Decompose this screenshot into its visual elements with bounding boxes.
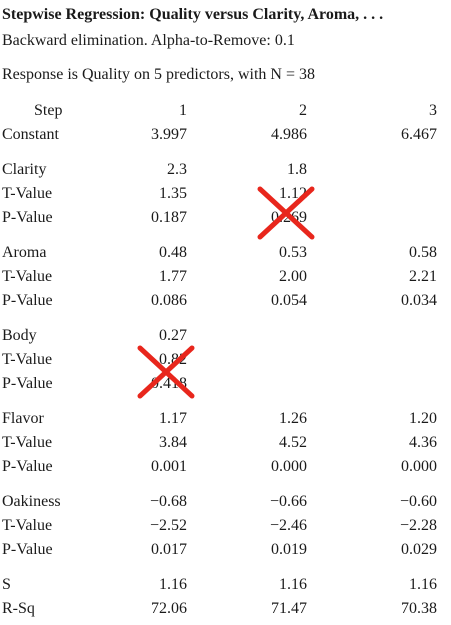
cell-step-2: −0.66 — [269, 493, 307, 510]
step-2-header: 2 — [299, 102, 307, 119]
row-label: T-Value — [2, 185, 53, 202]
cell-step-3: 0.029 — [401, 541, 437, 558]
table-row: T-Value 1.35 1.12 — [0, 185, 451, 207]
row-label: S — [2, 576, 11, 593]
cell-step-2: 0.054 — [271, 292, 307, 309]
cell-step-1: 72.06 — [151, 600, 187, 617]
step-label: Step — [34, 102, 63, 119]
table-row: Flavor 1.17 1.26 1.20 — [0, 410, 451, 432]
cell-step-2: −2.46 — [269, 517, 307, 534]
cell-step-2: 0.269 — [271, 209, 307, 226]
row-label: Body — [2, 327, 37, 344]
table-row: Oakiness −0.68 −0.66 −0.60 — [0, 493, 451, 515]
row-label: T-Value — [2, 351, 53, 368]
table-row: R-Sq 72.06 71.47 70.38 — [0, 600, 451, 622]
row-label: T-Value — [2, 517, 53, 534]
constant-step-1: 3.997 — [151, 126, 187, 143]
cell-step-1: 0.418 — [151, 375, 187, 392]
cell-step-2: 1.16 — [279, 576, 307, 593]
cell-step-2: 0.53 — [279, 244, 307, 261]
row-label: P-Value — [2, 209, 53, 226]
row-label: P-Value — [2, 375, 53, 392]
row-label: P-Value — [2, 292, 53, 309]
table-row: T-Value 1.77 2.00 2.21 — [0, 268, 451, 290]
page-title: Stepwise Regression: Quality versus Clar… — [2, 6, 384, 23]
constant-row: Constant 3.997 4.986 6.467 — [0, 126, 451, 148]
row-label: T-Value — [2, 434, 53, 451]
row-label: P-Value — [2, 458, 53, 475]
cell-step-2: 71.47 — [271, 600, 307, 617]
cell-step-3: 1.20 — [409, 410, 437, 427]
cell-step-3: 0.000 — [401, 458, 437, 475]
cell-step-1: 0.82 — [159, 351, 187, 368]
table-row: S 1.16 1.16 1.16 — [0, 576, 451, 598]
row-label: R-Sq — [2, 600, 35, 617]
cell-step-1: 0.001 — [151, 458, 187, 475]
table-row: P-Value 0.418 — [0, 375, 451, 397]
step-1-header: 1 — [179, 102, 187, 119]
cell-step-1: 0.27 — [159, 327, 187, 344]
table-row: P-Value 0.086 0.054 0.034 — [0, 292, 451, 314]
cell-step-3: 1.16 — [409, 576, 437, 593]
cell-step-2: 0.019 — [271, 541, 307, 558]
table-row: Body 0.27 — [0, 327, 451, 349]
row-label: P-Value — [2, 541, 53, 558]
table-row: P-Value 0.001 0.000 0.000 — [0, 458, 451, 480]
response-line: Response is Quality on 5 predictors, wit… — [2, 66, 315, 83]
cell-step-2: 0.000 — [271, 458, 307, 475]
table-row: P-Value 0.017 0.019 0.029 — [0, 541, 451, 563]
table-row: Aroma 0.48 0.53 0.58 — [0, 244, 451, 266]
cell-step-3: 0.034 — [401, 292, 437, 309]
cell-step-3: −0.60 — [399, 493, 437, 510]
table-row: T-Value −2.52 −2.46 −2.28 — [0, 517, 451, 539]
cell-step-1: 1.16 — [159, 576, 187, 593]
cell-step-1: 1.35 — [159, 185, 187, 202]
cell-step-1: 1.17 — [159, 410, 187, 427]
cell-step-1: 2.3 — [167, 161, 187, 178]
cell-step-3: 2.21 — [409, 268, 437, 285]
cell-step-1: −2.52 — [149, 517, 187, 534]
row-label: Flavor — [2, 410, 44, 427]
table-row: T-Value 0.82 — [0, 351, 451, 373]
table-row: Clarity 2.3 1.8 — [0, 161, 451, 183]
cell-step-3: 4.36 — [409, 434, 437, 451]
table-row: T-Value 3.84 4.52 4.36 — [0, 434, 451, 456]
cell-step-3: −2.28 — [399, 517, 437, 534]
method-line: Backward elimination. Alpha-to-Remove: 0… — [2, 32, 295, 49]
constant-step-3: 6.467 — [401, 126, 437, 143]
table-row: P-Value 0.187 0.269 — [0, 209, 451, 231]
cell-step-1: 0.48 — [159, 244, 187, 261]
cell-step-2: 4.52 — [279, 434, 307, 451]
cell-step-2: 1.12 — [279, 185, 307, 202]
cell-step-3: 70.38 — [401, 600, 437, 617]
constant-step-2: 4.986 — [271, 126, 307, 143]
cell-step-1: 3.84 — [159, 434, 187, 451]
constant-label: Constant — [2, 126, 59, 143]
cell-step-1: 0.086 — [151, 292, 187, 309]
row-label: T-Value — [2, 268, 53, 285]
row-label: Clarity — [2, 161, 47, 178]
cell-step-3: 0.58 — [409, 244, 437, 261]
row-label: Aroma — [2, 244, 47, 261]
cell-step-2: 1.8 — [287, 161, 307, 178]
step-3-header: 3 — [429, 102, 437, 119]
row-label: Oakiness — [2, 493, 61, 510]
step-header-row: Step 1 2 3 — [0, 102, 451, 124]
cell-step-2: 2.00 — [279, 268, 307, 285]
cell-step-1: 1.77 — [159, 268, 187, 285]
cell-step-1: −0.68 — [149, 493, 187, 510]
cell-step-2: 1.26 — [279, 410, 307, 427]
cell-step-1: 0.187 — [151, 209, 187, 226]
cell-step-1: 0.017 — [151, 541, 187, 558]
